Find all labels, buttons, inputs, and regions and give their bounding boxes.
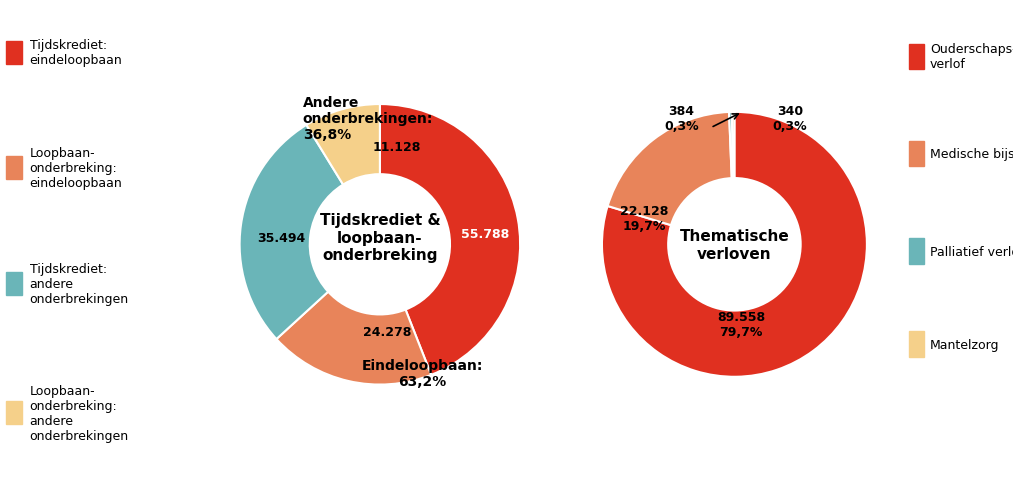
- Text: 340
0,3%: 340 0,3%: [773, 105, 807, 133]
- Text: Ouderschaps-
verlof: Ouderschaps- verlof: [930, 43, 1013, 71]
- Text: 89.558
79,7%: 89.558 79,7%: [717, 310, 765, 338]
- Wedge shape: [732, 113, 734, 179]
- Bar: [6, 42, 21, 65]
- Text: Andere
onderbrekingen:
36,8%: Andere onderbrekingen: 36,8%: [303, 96, 434, 142]
- Bar: [6, 157, 21, 180]
- Text: Loopbaan-
onderbreking:
andere
onderbrekingen: Loopbaan- onderbreking: andere onderbrek…: [29, 384, 129, 442]
- Text: Tijdskrediet:
andere
onderbrekingen: Tijdskrediet: andere onderbrekingen: [29, 263, 129, 305]
- Text: Thematische
verloven: Thematische verloven: [680, 228, 789, 261]
- Text: Tijdskrediet &
loopbaan-
onderbreking: Tijdskrediet & loopbaan- onderbreking: [319, 213, 441, 263]
- Bar: [909, 332, 924, 357]
- Text: 24.278: 24.278: [363, 325, 411, 338]
- Text: 22.128
19,7%: 22.128 19,7%: [620, 204, 669, 232]
- Wedge shape: [608, 113, 731, 226]
- Wedge shape: [729, 113, 733, 179]
- Bar: [909, 142, 924, 167]
- Text: 55.788: 55.788: [461, 227, 510, 240]
- Wedge shape: [380, 105, 520, 375]
- Bar: [909, 239, 924, 264]
- Wedge shape: [240, 126, 343, 339]
- Wedge shape: [277, 292, 432, 385]
- Wedge shape: [306, 105, 380, 185]
- Text: Loopbaan-
onderbreking:
eindeloopbaan: Loopbaan- onderbreking: eindeloopbaan: [29, 147, 123, 190]
- Bar: [6, 401, 21, 424]
- Text: Tijdskrediet:
eindeloopbaan: Tijdskrediet: eindeloopbaan: [29, 39, 123, 67]
- Text: Medische bijstand: Medische bijstand: [930, 148, 1013, 161]
- Text: 384
0,3%: 384 0,3%: [665, 105, 699, 133]
- Text: Mantelzorg: Mantelzorg: [930, 338, 1000, 351]
- Text: 35.494: 35.494: [257, 231, 306, 244]
- Text: 11.128: 11.128: [373, 140, 420, 153]
- Wedge shape: [602, 113, 867, 377]
- Bar: [6, 272, 21, 295]
- Text: Palliatief verlof: Palliatief verlof: [930, 245, 1013, 258]
- Bar: [909, 45, 924, 70]
- Text: Eindeloopbaan:
63,2%: Eindeloopbaan: 63,2%: [362, 359, 482, 389]
